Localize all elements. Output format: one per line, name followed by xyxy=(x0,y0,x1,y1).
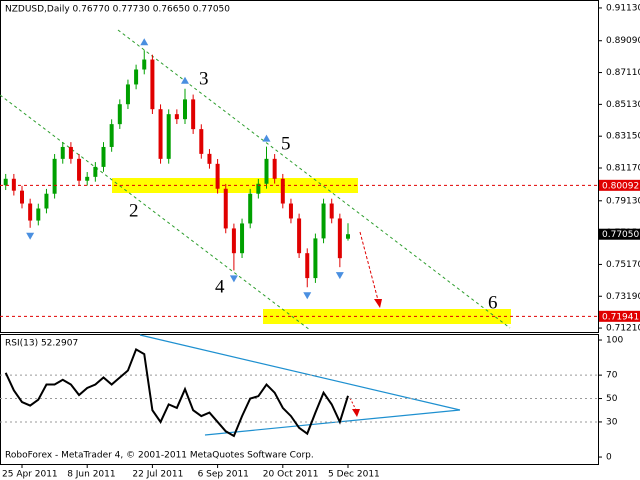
candle-body xyxy=(93,166,98,177)
candle-body xyxy=(166,114,171,159)
candle-body xyxy=(297,218,302,254)
level-label: 0.71941 xyxy=(602,312,639,322)
level-label: 0.80092 xyxy=(602,181,639,191)
candle-body xyxy=(305,253,310,279)
y-tick-label: 0.73190 xyxy=(606,292,640,302)
y-tick-label: 0.83150 xyxy=(606,132,640,142)
candle-body xyxy=(199,129,204,154)
candle-body xyxy=(142,59,147,70)
candle-body xyxy=(240,223,245,254)
candle-body xyxy=(68,146,73,159)
candle-body xyxy=(329,203,334,219)
y-tick-label: 0.85130 xyxy=(606,100,640,110)
candle-body xyxy=(101,146,106,167)
footer: RoboForex - MetaTrader 4, © 2001-2011 Me… xyxy=(5,451,314,461)
wave-label: 5 xyxy=(281,133,291,154)
arrow-head xyxy=(374,299,382,308)
candle-body xyxy=(183,99,187,120)
y-tick-label: 0.75170 xyxy=(606,260,640,270)
wave-label: 4 xyxy=(215,276,225,297)
forecast-arrow xyxy=(359,231,379,301)
candle-body xyxy=(288,203,293,219)
candle-body xyxy=(28,203,33,221)
candle-body xyxy=(346,234,350,239)
candle-body xyxy=(223,188,228,229)
x-tick-label: 8 Jun 2011 xyxy=(67,470,115,480)
candle-body xyxy=(36,208,41,221)
candle-body xyxy=(280,178,285,204)
y-tick-label: 0.89090 xyxy=(606,36,640,46)
price-panel xyxy=(0,0,599,333)
x-tick-label: 6 Sep 2011 xyxy=(198,470,249,480)
x-tick-label: 22 Jul 2011 xyxy=(132,470,183,480)
candle-body xyxy=(20,190,24,204)
x-tick-label: 5 Dec 2011 xyxy=(328,470,380,480)
triangle-line xyxy=(139,334,461,411)
y-tick-label: 70 xyxy=(606,371,618,381)
level-label: 0.77050 xyxy=(602,230,639,240)
x-tick-label: 25 Apr 2011 xyxy=(2,470,58,480)
candle-body xyxy=(150,59,155,110)
y-tick-label: 30 xyxy=(606,417,618,427)
candle-body xyxy=(231,228,236,254)
candle-body xyxy=(109,124,114,147)
candle-body xyxy=(117,104,122,125)
chart-title: NZDUSD,Daily 0.76770 0.77730 0.76650 0.7… xyxy=(5,5,230,15)
candle-body xyxy=(44,193,49,209)
candle-body xyxy=(264,158,269,184)
candle-body xyxy=(3,178,8,186)
y-tick-label: 0 xyxy=(606,453,612,463)
y-tick-label: 100 xyxy=(606,336,623,346)
y-tick-label: 0.79130 xyxy=(606,196,640,206)
fractal-up xyxy=(140,38,149,46)
fractal-up xyxy=(262,134,271,142)
candle-body xyxy=(256,183,261,194)
y-tick-label: 0.81170 xyxy=(606,164,640,174)
wave-label: 6 xyxy=(488,292,498,313)
fractal-down xyxy=(303,292,312,300)
candle-body xyxy=(85,176,90,181)
indicator-title: RSI(13) 52.2907 xyxy=(5,339,78,349)
candle-body xyxy=(215,163,220,189)
candle-body xyxy=(158,109,163,159)
channel-line xyxy=(0,94,311,331)
candle-body xyxy=(77,158,82,181)
y-tick-label: 0.87110 xyxy=(606,68,640,78)
fractal-down xyxy=(335,272,344,280)
rsi-panel xyxy=(0,334,599,465)
wave-label: 2 xyxy=(129,200,139,221)
y-tick-label: 50 xyxy=(606,394,618,404)
candle-body xyxy=(52,158,57,194)
candle-body xyxy=(207,153,212,164)
candle-body xyxy=(125,84,130,105)
wave-label: 3 xyxy=(199,68,209,89)
x-tick-label: 20 Oct 2011 xyxy=(263,470,319,480)
triangle-line xyxy=(204,409,461,436)
candle-body xyxy=(11,178,16,191)
y-tick-label: 0.91130 xyxy=(606,3,640,13)
candle-body xyxy=(174,114,179,120)
candle-body xyxy=(337,218,342,259)
fractal-up xyxy=(181,76,189,84)
level-badge xyxy=(599,228,640,240)
candle-body xyxy=(248,193,253,224)
arrow-head xyxy=(352,409,360,417)
fractal-down xyxy=(26,232,35,240)
channel-line xyxy=(117,29,511,329)
y-tick-label: 0.71210 xyxy=(606,324,640,334)
fractal-down xyxy=(229,275,238,283)
candle-body xyxy=(313,238,318,279)
candle-body xyxy=(191,99,196,130)
level-badge xyxy=(599,310,640,322)
rsi-line xyxy=(4,347,349,438)
level-badge xyxy=(599,179,640,191)
candle-body xyxy=(321,203,326,239)
candle-body xyxy=(60,146,65,159)
candle-body xyxy=(134,69,139,85)
candle-body xyxy=(272,158,277,179)
